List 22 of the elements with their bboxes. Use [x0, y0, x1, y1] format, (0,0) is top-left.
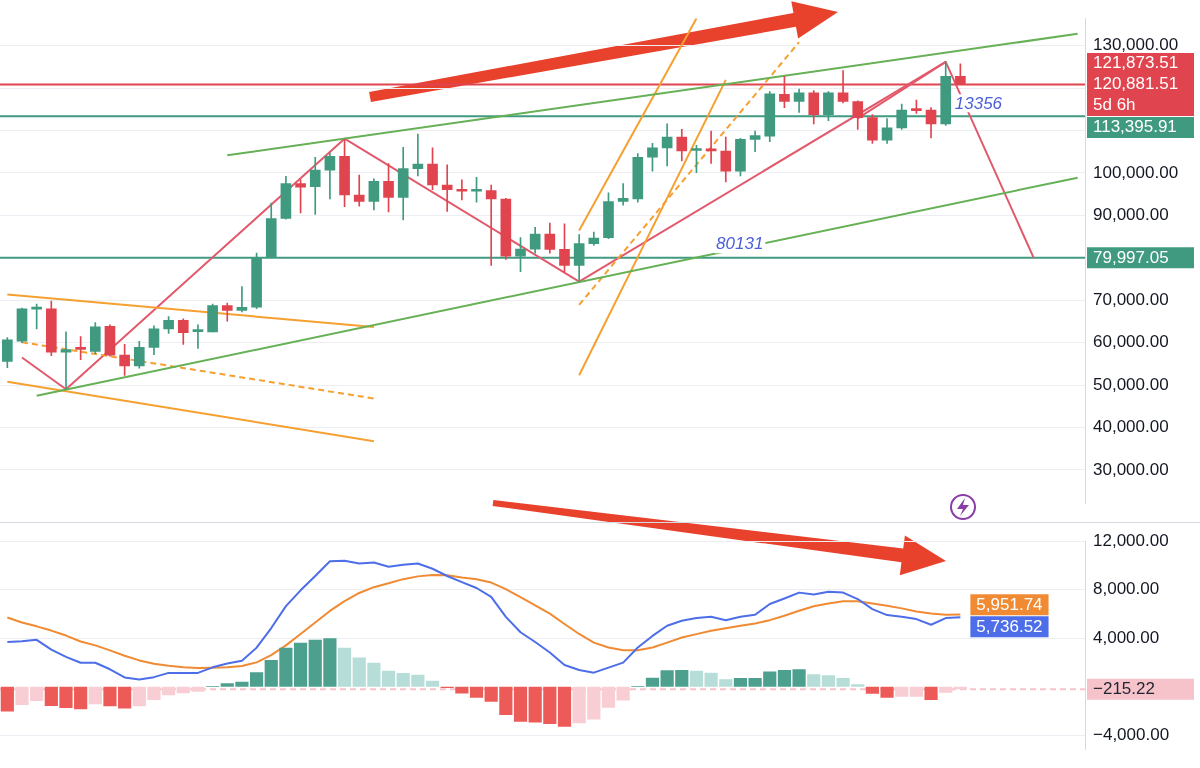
y-tick-label: 100,000.00: [1093, 162, 1179, 182]
y-tick-label: 70,000.00: [1093, 289, 1169, 309]
y-tick-label: 130,000.00: [1093, 35, 1179, 55]
y-tick-label: 60,000.00: [1093, 332, 1169, 352]
y-tick-label: 50,000.00: [1093, 374, 1169, 394]
y-tick-label: −4,000.00: [1093, 724, 1170, 744]
ref-line-label: 113,395.91: [1093, 117, 1177, 137]
y-tick-label: 8,000.00: [1093, 579, 1160, 599]
data-label: 5,736.52: [976, 616, 1043, 636]
y-tick-label: 90,000.00: [1093, 205, 1169, 225]
y-tick-label: 40,000.00: [1093, 417, 1169, 437]
y-tick-label: 4,000.00: [1093, 627, 1160, 647]
text: 5d 6h: [1093, 95, 1136, 115]
data-label: 5,951.74: [976, 594, 1043, 614]
ref-line-label: 120,881.51: [1093, 74, 1179, 94]
ref-line-label: −215.22: [1093, 679, 1155, 699]
ref-line-label: 79,997.05: [1093, 247, 1169, 267]
y-tick-label: 30,000.00: [1093, 459, 1169, 479]
y-tick-label: 12,000.00: [1093, 530, 1169, 550]
text: 121,873.51: [1093, 53, 1179, 73]
annotation: 13356: [954, 93, 1003, 113]
annotation: 80131: [716, 234, 764, 254]
